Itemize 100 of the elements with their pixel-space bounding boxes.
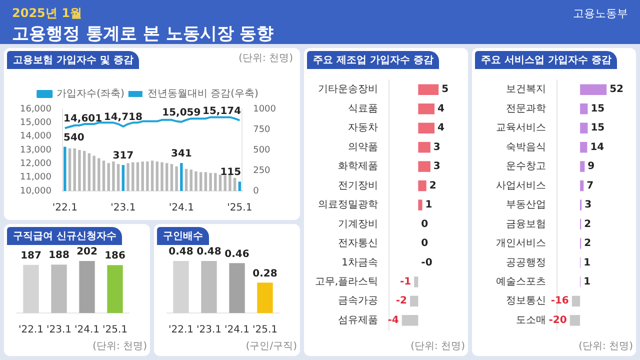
x-tick-label: '22.1 — [18, 324, 44, 336]
y2-tick-label: 1000 — [253, 104, 276, 114]
y-tick-label: 금속가공 — [338, 296, 378, 307]
text: (단위: 천명) — [238, 53, 293, 64]
data-label: 1 — [425, 200, 432, 211]
data-label: -16 — [550, 296, 569, 307]
data-label: 7 — [586, 180, 594, 192]
y-tick-label: 섬유제품 — [338, 314, 378, 326]
x-tick-label: '25.1 — [252, 324, 278, 336]
text: 2025년 1월 — [12, 6, 82, 20]
data-label: 14 — [590, 142, 604, 153]
bar — [418, 180, 426, 192]
data-label: 15 — [590, 103, 605, 114]
y-tick-label: 1차금속 — [342, 257, 378, 268]
x-tick-label: '25.1 — [227, 202, 252, 214]
bar — [402, 315, 418, 326]
data-label: 188 — [48, 250, 70, 262]
bar — [82, 150, 86, 191]
data-label: 0.48 — [168, 246, 194, 258]
y2-tick-label: 250 — [253, 166, 271, 176]
y-tick-label: 15,000 — [20, 118, 52, 128]
data-label: 1 — [584, 257, 591, 268]
bar — [141, 161, 144, 191]
data-label: -4 — [388, 314, 399, 326]
bar — [224, 175, 226, 191]
y-tick-label: 정보통신 — [506, 296, 546, 307]
data-label: 15,059 — [162, 107, 201, 118]
data-label: 4 — [438, 103, 445, 114]
data-label: 0 — [421, 238, 428, 250]
bar — [92, 156, 96, 191]
data-label: 9 — [588, 161, 595, 172]
bar — [146, 161, 149, 191]
bar — [228, 174, 232, 191]
y-tick-label: 교육서비스 — [496, 122, 546, 134]
y-tick-label: 전문과학 — [506, 103, 546, 114]
bar — [126, 163, 130, 191]
data-label: 341 — [170, 148, 192, 160]
text: (단위: 천명) — [410, 341, 465, 352]
y-tick-label: 기타운송장비 — [318, 84, 378, 96]
x-tick-label: '23.1 — [46, 324, 72, 336]
y-tick-label: 금융보험 — [506, 218, 546, 230]
bar — [418, 200, 422, 210]
data-label: -1 — [400, 276, 412, 288]
bar — [88, 153, 91, 191]
x-tick-label: '22.1 — [52, 202, 78, 214]
bar — [580, 161, 585, 172]
bar — [580, 180, 584, 192]
y-tick-label: 10,000 — [20, 186, 52, 196]
legend-label: 가입자수(좌축) — [56, 88, 125, 100]
y-tick-label: 운수창고 — [506, 161, 546, 172]
bar — [156, 161, 159, 191]
bar — [136, 162, 140, 191]
y-tick-label: 자동차 — [348, 122, 378, 134]
bar — [184, 168, 188, 191]
bar — [238, 182, 242, 191]
data-label: 115 — [220, 167, 242, 178]
text: (단위: 천명) — [578, 341, 633, 352]
bar — [418, 142, 430, 153]
data-label: 540 — [63, 132, 84, 144]
bar — [122, 165, 125, 191]
y-tick-label: 13,000 — [20, 145, 52, 156]
data-label: 317 — [112, 150, 134, 162]
data-label: 2 — [429, 180, 436, 192]
bar — [64, 146, 66, 191]
bar — [107, 163, 110, 191]
y-tick-label: 의료정밀광학 — [318, 200, 378, 211]
text: (구인/구직) — [246, 341, 297, 352]
bar — [132, 162, 134, 191]
bar — [150, 160, 154, 191]
bar — [410, 296, 418, 307]
bar — [73, 148, 76, 191]
bar — [414, 276, 418, 288]
y-tick-label: 고무,플라스틱 — [314, 276, 378, 288]
data-label: 15 — [590, 122, 605, 134]
data-label: 3 — [584, 200, 592, 211]
bar — [160, 162, 164, 191]
bar — [209, 172, 212, 191]
y2-tick-label: 500 — [253, 145, 271, 156]
y-tick-label: 부동산업 — [506, 200, 546, 211]
data-label: 2 — [584, 218, 592, 230]
bar — [175, 166, 178, 191]
x-tick-label: '24.1 — [224, 324, 250, 336]
y2-tick-label: 750 — [253, 124, 271, 135]
data-label: 0.28 — [252, 268, 278, 280]
chart-title: 주요 서비스업 가입자수 증감 — [475, 51, 618, 69]
data-label: 3 — [433, 161, 440, 172]
y-tick-label: 예술스포츠 — [496, 276, 546, 288]
data-label: -0 — [421, 257, 432, 268]
y-tick-label: 숙박음식 — [506, 142, 546, 153]
bar — [214, 172, 217, 191]
bar — [233, 178, 236, 191]
data-label: 187 — [20, 250, 42, 262]
y-tick-label: 11,000 — [20, 172, 52, 183]
y-tick-label: 의약품 — [348, 142, 378, 153]
bar — [180, 163, 183, 191]
x-tick-label: '25.1 — [102, 324, 128, 336]
bar — [194, 171, 198, 191]
data-label: 0.46 — [224, 248, 250, 260]
y-tick-label: 전자통신 — [338, 238, 378, 250]
y-tick-label: 개인서비스 — [496, 238, 546, 250]
